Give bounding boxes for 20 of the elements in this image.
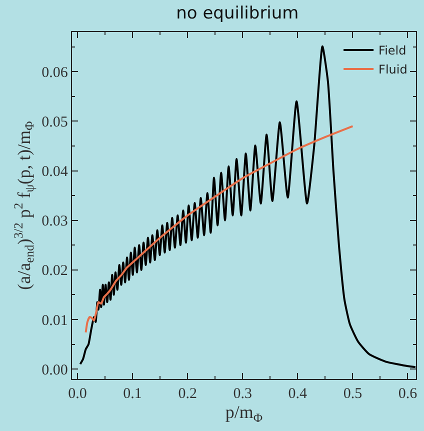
x-axis-title: p/m$_{Φ}$	[225, 402, 263, 425]
legend-label: Field	[378, 44, 406, 58]
y-tick-label: 0.06	[42, 64, 68, 81]
y-tick-label: 0.04	[42, 164, 68, 180]
x-tick-label: 0.5	[343, 386, 362, 402]
x-tick-label: 0.0	[68, 386, 87, 402]
y-tick-label: 0.02	[42, 263, 68, 280]
line-series	[84, 125, 354, 334]
line-series	[79, 45, 416, 368]
y-tick-label: 0.03	[42, 214, 68, 230]
x-tick-label: 0.3	[233, 386, 252, 402]
y-tick-label: 0.01	[42, 312, 68, 329]
legend-label: Fluid	[378, 62, 408, 77]
x-tick-label: 0.6	[398, 386, 418, 402]
chart-title: no equilibrium	[176, 3, 299, 24]
x-tick-label: 0.4	[288, 386, 308, 402]
y-tick-label: 0.05	[42, 114, 68, 130]
x-tick-label: 0.2	[178, 386, 197, 402]
x-tick-label: 0.1	[123, 386, 142, 402]
y-tick-label: 0.00	[42, 362, 68, 378]
